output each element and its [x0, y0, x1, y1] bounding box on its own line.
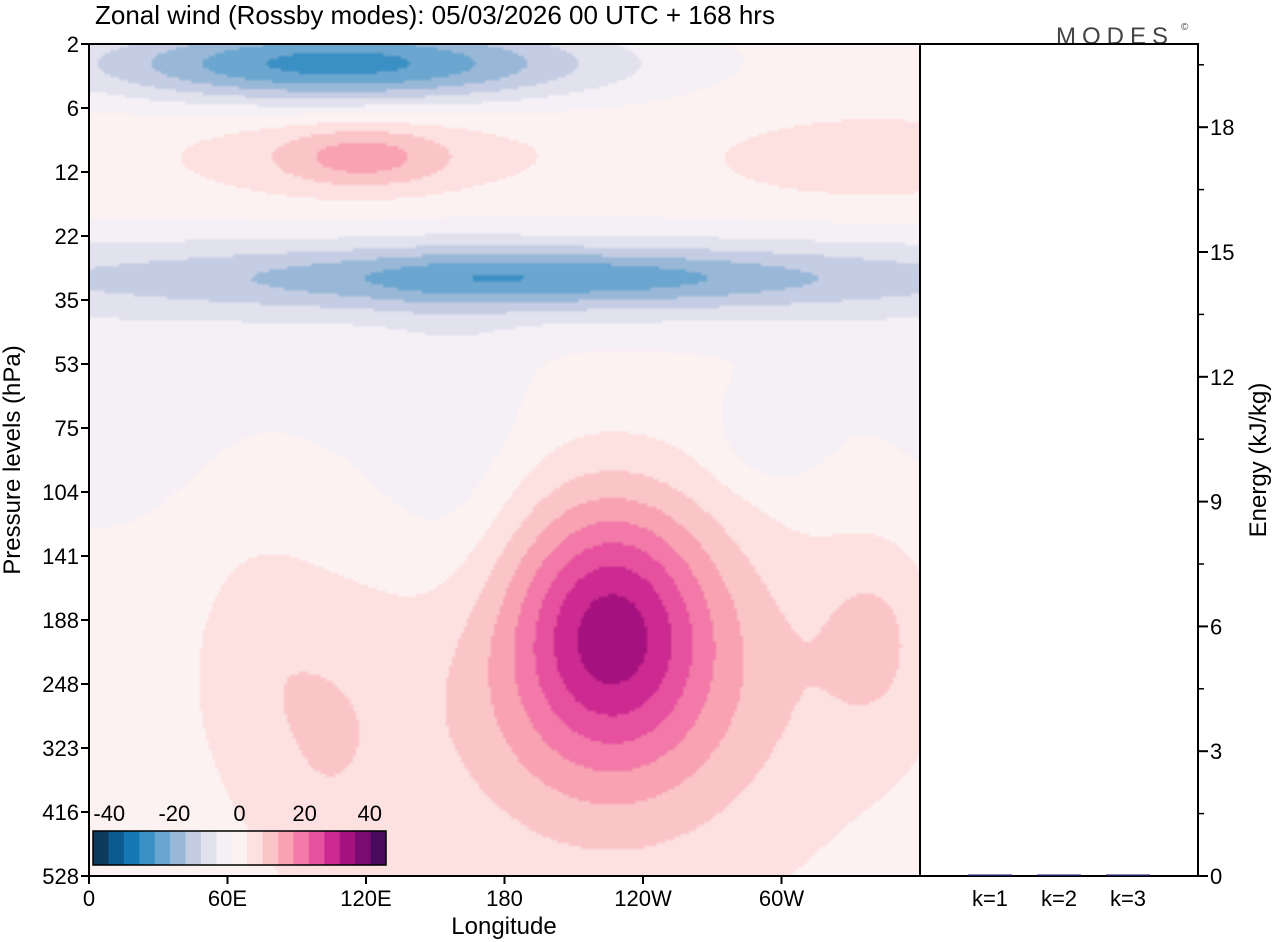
colorbar-tick-label: -20	[158, 801, 190, 826]
y-tick-label: 12	[55, 160, 79, 185]
heatmap-field	[89, 44, 920, 876]
energy-bar	[968, 874, 1012, 876]
colorbar-swatch	[293, 831, 310, 865]
y-tick-label: 104	[42, 480, 79, 505]
colorbar-swatch	[170, 831, 187, 865]
colorbar-swatch	[339, 831, 356, 865]
x-tick-label: 120E	[340, 886, 391, 911]
y-tick-label: 2	[67, 32, 79, 57]
y-tick-label: 141	[42, 544, 79, 569]
pressure-axis: 2 6 12 22 35 53 75 104 141 188 248 323 416 528	[42, 32, 89, 889]
y-tick-label: 323	[42, 736, 79, 761]
y-tick-label: 6	[67, 96, 79, 121]
x-axis-label: Longitude	[451, 913, 556, 940]
energy-tick-label: 18	[1210, 115, 1234, 140]
colorbar-swatch	[247, 831, 264, 865]
colorbar: -40 -20 0 20 40	[92, 801, 387, 866]
energy-category-label: k=3	[1110, 886, 1146, 911]
chart-title: Zonal wind (Rossby modes): 05/03/2026 00…	[95, 0, 775, 30]
colorbar-swatch	[308, 831, 325, 865]
y-axis-label: Pressure levels (hPa)	[0, 345, 26, 574]
energy-panel: 0 3 6 9 12 15 18 k=1 k=2 k=3 Energy (kJ/kg)	[919, 43, 1272, 911]
colorbar-swatch	[200, 831, 217, 865]
energy-axis-label: Energy (kJ/kg)	[1245, 383, 1272, 538]
x-tick-label: 0	[83, 886, 95, 911]
x-tick-label: 60W	[759, 886, 804, 911]
colorbar-tick-label: 20	[292, 801, 316, 826]
y-tick-label: 35	[55, 288, 79, 313]
energy-tick-label: 3	[1210, 739, 1222, 764]
y-tick-label: 416	[42, 800, 79, 825]
energy-tick-label: 0	[1210, 864, 1222, 889]
colorbar-swatch	[185, 831, 202, 865]
colorbar-swatch	[93, 831, 109, 865]
energy-category-label: k=2	[1041, 886, 1077, 911]
energy-axis: 0 3 6 9 12 15 18	[1198, 64, 1234, 889]
colorbar-tick-label: 40	[357, 801, 381, 826]
colorbar-swatch	[324, 831, 341, 865]
colorbar-swatch	[108, 831, 125, 865]
energy-tick-label: 9	[1210, 490, 1222, 515]
x-tick-label: 120W	[614, 886, 672, 911]
energy-tick-label: 15	[1210, 240, 1234, 265]
colorbar-tick-label: -40	[93, 801, 125, 826]
energy-category-label: k=1	[972, 886, 1008, 911]
colorbar-swatch	[262, 831, 279, 865]
y-tick-label: 22	[55, 224, 79, 249]
colorbar-swatch	[278, 831, 294, 865]
energy-tick-label: 6	[1210, 614, 1222, 639]
colorbar-swatch	[216, 831, 233, 865]
y-tick-label: 528	[42, 864, 79, 889]
energy-bar	[1037, 874, 1081, 876]
y-tick-label: 75	[55, 416, 79, 441]
longitude-axis: 0 60E 120E 180 120W 60W	[83, 876, 804, 911]
y-tick-label: 53	[55, 352, 79, 377]
colorbar-swatch	[139, 831, 156, 865]
colorbar-frame	[92, 830, 387, 866]
colorbar-swatch	[355, 831, 372, 865]
colorbar-swatch	[154, 831, 171, 865]
x-tick-label: 180	[486, 886, 523, 911]
logo-mark: ©	[1181, 22, 1189, 33]
colorbar-swatch	[370, 831, 387, 865]
energy-bar	[1106, 874, 1150, 876]
colorbar-tick-label: 0	[233, 801, 245, 826]
energy-tick-label: 12	[1210, 365, 1234, 390]
x-tick-label: 60E	[208, 886, 247, 911]
wind-heatmap: 2 6 12 22 35 53 75 104 141 188 248 323 416 528 0 60E 12…	[0, 32, 921, 940]
energy-frame	[919, 43, 1199, 877]
colorbar-swatch	[123, 831, 140, 865]
colorbar-swatch	[231, 831, 248, 865]
y-tick-label: 248	[42, 672, 79, 697]
y-tick-label: 188	[42, 608, 79, 633]
energy-bars: k=1 k=2 k=3	[968, 874, 1150, 911]
